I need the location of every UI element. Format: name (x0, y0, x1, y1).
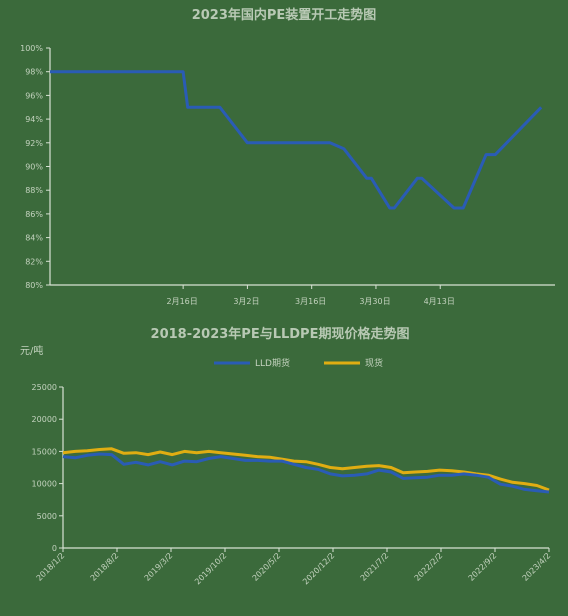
y-tick-label: 80% (25, 281, 43, 290)
y-unit-label: 元/吨 (20, 344, 43, 357)
y-tick-label: 86% (25, 210, 43, 219)
pe-operating-rate-chart-svg: 2023年国内PE装置开工走势图 80% 82% 84% 86% 88% 90% 92% 94… (20, 7, 555, 306)
y-tick-label: 25000 (32, 383, 57, 392)
series-group (50, 70, 543, 210)
x-tick-label: 2022/2/2 (413, 551, 445, 583)
x-tick-label: 2021/7/2 (359, 551, 391, 583)
y-tick-label: 84% (25, 234, 43, 243)
pe-lldpe-price-chart: 2018-2023年PE与LLDPE期现价格走势图 元/吨 LLD期货 现货 0 5… (0, 318, 568, 616)
y-tick-label: 82% (25, 257, 43, 266)
pe-lldpe-price-chart-svg: 2018-2023年PE与LLDPE期现价格走势图 元/吨 LLD期货 现货 0 5… (20, 326, 553, 586)
legend-label: 现货 (365, 357, 383, 369)
y-tick-label: 96% (25, 91, 43, 100)
x-tick-label: 2018/8/2 (89, 551, 121, 583)
x-tick-label: 2022/9/2 (467, 551, 499, 583)
y-tick-label: 92% (25, 139, 43, 148)
x-tick-label: 2019/10/2 (193, 551, 228, 586)
x-tick-label: 4月13日 (424, 297, 455, 306)
x-tick-label: 2020/5/2 (251, 551, 283, 583)
x-tick-label: 2023/4/2 (521, 551, 553, 583)
y-tick-label: 98% (25, 68, 43, 77)
y-tick-label: 15000 (32, 447, 57, 456)
y-tick-label: 90% (25, 163, 43, 172)
x-tick-label: 2019/3/2 (143, 551, 175, 583)
x-tick-label: 3月30日 (359, 297, 390, 306)
legend-label: LLD期货 (255, 357, 290, 369)
x-tick-label: 3月2日 (233, 297, 259, 306)
axes: 0 5000 10000 15000 20000 25000 2018/1/2 2018/8/… (32, 383, 553, 586)
legend: LLD期货 现货 (214, 357, 383, 369)
axes: 80% 82% 84% 86% 88% 90% 92% 94% 96% 98% 100% 2月16日 3… (20, 44, 555, 306)
x-tick-label: 2018/1/2 (35, 551, 67, 583)
series-line (50, 70, 543, 210)
x-tick-label: 2月16日 (166, 297, 197, 306)
y-tick-label: 10000 (32, 480, 57, 489)
pe-operating-rate-chart: 2023年国内PE装置开工走势图 80% 82% 84% 86% 88% 90% 92% 94… (20, 7, 555, 306)
series-line (62, 452, 550, 494)
chart-title: 2018-2023年PE与LLDPE期现价格走势图 (151, 326, 410, 342)
series-group (62, 447, 550, 494)
x-tick-label: 3月16日 (295, 297, 326, 306)
y-tick-label: 88% (25, 186, 43, 195)
series-line (62, 447, 550, 492)
chart-title: 2023年国内PE装置开工走势图 (192, 7, 377, 23)
y-tick-label: 100% (20, 44, 43, 53)
x-tick-label: 2020/12/2 (301, 551, 336, 586)
y-tick-label: 5000 (37, 512, 57, 521)
y-tick-label: 0 (52, 544, 57, 553)
y-tick-label: 94% (25, 115, 43, 124)
y-tick-label: 20000 (32, 415, 57, 424)
